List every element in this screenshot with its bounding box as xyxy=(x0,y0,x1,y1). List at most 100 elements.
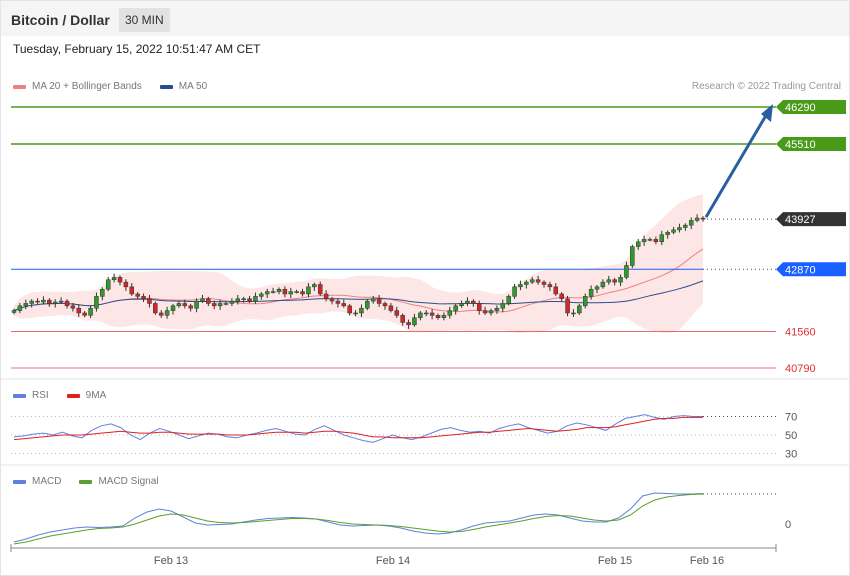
candle-body xyxy=(47,299,52,304)
candle-body xyxy=(365,300,370,309)
rsi-tick-30: 30 xyxy=(785,449,797,461)
candle-body xyxy=(247,298,252,302)
rsi-ma-line xyxy=(13,416,703,441)
candle-body xyxy=(11,310,17,313)
candle-body xyxy=(588,288,594,297)
candle-body xyxy=(82,312,87,316)
x-tick-label: Feb 13 xyxy=(154,555,188,567)
candle-body xyxy=(223,303,229,305)
candle-body xyxy=(529,279,535,283)
candle-body xyxy=(70,305,76,309)
macd-legend: MACD MACD Signal xyxy=(13,476,158,487)
timestamp: Tuesday, February 15, 2022 10:51:47 AM C… xyxy=(13,42,261,56)
candle-body xyxy=(683,224,688,228)
candle-body xyxy=(312,284,317,288)
ma50-swatch xyxy=(159,84,173,89)
candle-body xyxy=(465,300,470,304)
candle-body xyxy=(253,296,258,302)
candle-body xyxy=(582,296,588,307)
x-tick-label: Feb 16 xyxy=(690,555,724,567)
candle-body xyxy=(347,305,352,314)
candle-body xyxy=(624,265,629,278)
price-tag-46290 xyxy=(776,100,846,114)
candle-body xyxy=(659,234,665,243)
macd-signal-swatch xyxy=(79,479,93,484)
price-label-42870: 42870 xyxy=(785,264,816,276)
candle-body xyxy=(235,298,241,302)
candle-body xyxy=(412,317,417,326)
candle-body xyxy=(17,305,23,311)
candle-body xyxy=(488,310,494,314)
candle-body xyxy=(111,277,117,280)
candle-body xyxy=(694,217,700,221)
price-label-45510: 45510 xyxy=(785,139,816,151)
interval-badge[interactable]: 30 MIN xyxy=(119,8,170,32)
candle-body xyxy=(58,300,64,303)
candle-body xyxy=(353,312,358,315)
candle-body xyxy=(553,286,559,295)
candle-body xyxy=(229,300,235,304)
rsi-tick-50: 50 xyxy=(785,430,797,442)
macd-tick-0: 0 xyxy=(785,519,791,531)
candle-body xyxy=(300,291,305,295)
ma20-legend-label: MA 20 + Bollinger Bands xyxy=(32,81,142,92)
candle-body xyxy=(665,232,670,235)
candle-body xyxy=(541,281,547,285)
candle-body xyxy=(524,281,529,285)
candle-body xyxy=(512,286,517,297)
candle-body xyxy=(500,303,506,309)
candle-body xyxy=(29,300,34,304)
ma50-legend-label: MA 50 xyxy=(178,81,208,92)
candle-body xyxy=(647,239,653,241)
rsi-tick-70: 70 xyxy=(785,412,797,424)
x-tick-label: Feb 15 xyxy=(598,555,632,567)
rsi-legend: RSI 9MA xyxy=(13,390,106,401)
candle-body xyxy=(64,300,70,307)
candle-body xyxy=(423,312,429,315)
candle-body xyxy=(476,303,482,311)
candle-body xyxy=(600,281,606,288)
candle-body xyxy=(494,307,500,311)
candle-body xyxy=(264,291,270,295)
candle-body xyxy=(641,239,647,243)
rsi-swatch xyxy=(13,393,26,398)
candle-body xyxy=(259,293,264,297)
chart-title: Bitcoin / Dollar xyxy=(11,12,110,28)
candle-body xyxy=(105,279,111,290)
candle-body xyxy=(653,239,659,243)
rsi-ma-swatch xyxy=(66,393,80,398)
candle-body xyxy=(129,286,135,295)
candle-body xyxy=(630,246,635,266)
candle-body xyxy=(182,303,188,307)
candle-body xyxy=(194,300,199,309)
candle-body xyxy=(400,315,405,323)
candle-body xyxy=(547,284,553,288)
candle-body xyxy=(206,298,211,304)
copyright-note: Research © 2022 Trading Central xyxy=(691,81,841,92)
candle-body xyxy=(306,286,311,295)
candle-body xyxy=(123,281,129,288)
candle-body xyxy=(188,305,193,309)
candle-body xyxy=(141,296,146,299)
candle-body xyxy=(200,298,205,302)
price-tag-42870 xyxy=(776,262,846,277)
candle-body xyxy=(217,303,223,307)
candle-body xyxy=(518,284,523,288)
candle-body xyxy=(535,279,541,283)
candle-body xyxy=(388,305,394,311)
candle-body xyxy=(341,303,347,307)
candle-body xyxy=(406,322,411,326)
candle-body xyxy=(559,293,564,299)
candle-body xyxy=(100,288,105,297)
candle-body xyxy=(241,298,246,300)
macd-legend-label: MACD xyxy=(32,476,62,487)
candle-body xyxy=(418,312,423,318)
price-label-46290: 46290 xyxy=(785,102,816,114)
candle-body xyxy=(329,298,335,302)
candle-body xyxy=(700,217,706,220)
macd-signal-line xyxy=(13,493,704,545)
candle-body xyxy=(317,284,323,295)
candle-body xyxy=(147,298,152,304)
candle-body xyxy=(170,305,176,311)
